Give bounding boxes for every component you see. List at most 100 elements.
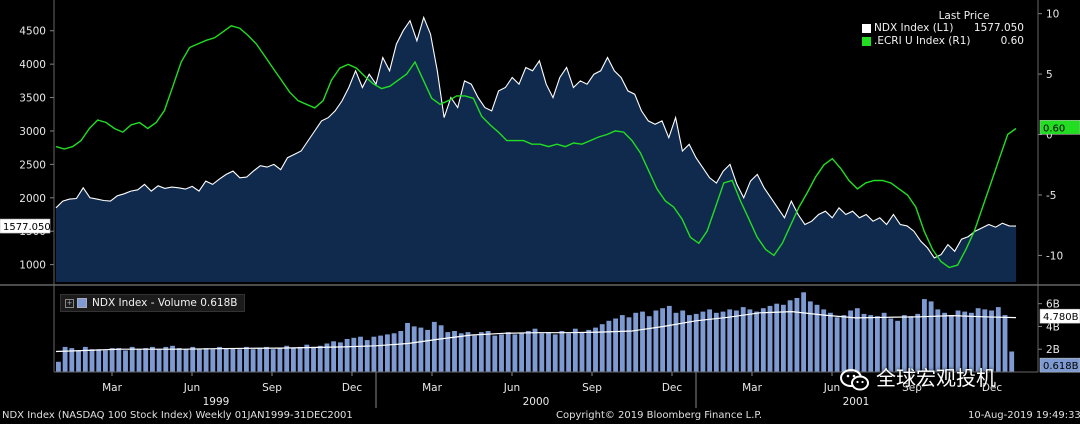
volume-bar — [566, 333, 572, 372]
x-axis: Mar Jun Sep Dec Mar Jun Sep Dec Mar Jun Sep Dec 1999… — [102, 372, 1002, 408]
volume-bar — [821, 309, 827, 372]
volume-bar — [633, 312, 639, 372]
footer-security: NDX Index (NASDAQ 100 Stock Index) Weekl… — [2, 410, 353, 421]
volume-bar — [740, 307, 746, 372]
volume-bar — [197, 349, 202, 372]
volume-bar — [794, 298, 800, 372]
volume-tick-label: 2B — [1046, 344, 1060, 356]
month-label: Dec — [662, 382, 683, 394]
watermark-text: 全球宏观投机 — [876, 366, 996, 390]
volume-bar — [962, 311, 968, 372]
volume-bar — [599, 324, 605, 372]
volume-bar — [364, 340, 370, 372]
legend-header: Last Price — [938, 10, 990, 22]
volume-bar — [445, 332, 451, 372]
volume-bar — [163, 346, 169, 372]
year-label: 1999 — [203, 396, 230, 408]
volume-bar — [767, 305, 773, 372]
year-label: 2001 — [843, 396, 870, 408]
ndx-last-badge-text: 1577.050 — [3, 222, 51, 233]
volume-bar — [331, 341, 337, 373]
year-label: 2000 — [523, 396, 550, 408]
volume-bar — [385, 334, 390, 372]
volume-bar — [465, 332, 471, 372]
month-label: Mar — [102, 382, 122, 394]
volume-bar — [311, 346, 316, 372]
footer-copyright: Copyright© 2019 Bloomberg Finance L.P. — [556, 410, 763, 421]
volume-bar — [317, 345, 323, 372]
volume-bar — [176, 348, 182, 372]
volume-bar — [881, 312, 887, 372]
volume-bar — [103, 350, 108, 372]
volume-bar — [338, 342, 343, 372]
volume-bar — [411, 326, 417, 372]
volume-bar — [948, 315, 954, 372]
month-label: Jun — [823, 382, 840, 394]
volume-bar — [619, 315, 625, 372]
volume-bar — [62, 346, 68, 372]
left-tick-label: 3500 — [19, 93, 46, 105]
volume-bar — [989, 310, 994, 372]
ndx-area — [56, 17, 1016, 283]
vol-ma-badge-text: 4.780B — [1043, 312, 1079, 323]
volume-bar — [210, 349, 216, 372]
volume-bar — [123, 350, 128, 372]
volume-bar — [754, 311, 760, 372]
left-tick-label: 2000 — [19, 193, 46, 205]
volume-bar — [687, 315, 692, 372]
volume-legend-label: NDX Index - Volume 0.618B — [92, 297, 238, 309]
volume-bar — [828, 312, 833, 372]
volume-bar — [982, 309, 988, 372]
volume-bar — [854, 308, 860, 372]
volume-bar — [69, 348, 75, 372]
volume-bar — [895, 320, 901, 373]
volume-bar — [405, 323, 410, 372]
volume-bar — [82, 346, 88, 372]
left-tick-label: 4000 — [19, 59, 46, 71]
volume-bar — [720, 311, 726, 372]
volume-bar — [928, 301, 934, 372]
volume-bar — [190, 346, 196, 372]
volume-bar — [1002, 315, 1008, 372]
volume-bar — [781, 304, 786, 372]
volume-bar — [264, 346, 269, 372]
volume-bar — [96, 349, 102, 372]
legend-name-ndx: NDX Index (L1) — [874, 22, 954, 34]
volume-bar — [727, 309, 733, 372]
volume-bar — [922, 299, 927, 372]
expand-icon[interactable]: + — [65, 298, 74, 308]
ndx-last-badge-box — [0, 218, 51, 234]
month-label: Mar — [742, 382, 762, 394]
left-tick-label: 2500 — [19, 159, 46, 171]
volume-bar — [324, 343, 330, 372]
volume-bar — [915, 313, 921, 372]
vol-last-badge-box — [1039, 357, 1080, 373]
volume-bar — [56, 361, 61, 373]
volume-bar — [660, 308, 666, 372]
volume-bar — [640, 311, 645, 372]
volume-bar — [673, 312, 679, 372]
volume-bar — [834, 317, 840, 372]
volume-bar — [485, 331, 491, 372]
volume-bar — [425, 329, 431, 372]
volume-bar — [183, 349, 189, 372]
month-label: Sep — [902, 382, 922, 394]
volume-legend: + NDX Index - Volume 0.618B — [60, 294, 245, 312]
volume-bar — [270, 349, 276, 372]
ecri-last-badge-text: 0.60 — [1043, 123, 1065, 134]
right-tick-label: 0 — [1046, 130, 1053, 142]
volume-bar — [807, 301, 813, 372]
volume-bar — [257, 348, 263, 372]
volume-bar — [700, 311, 706, 372]
volume-bar — [995, 307, 1001, 372]
volume-bar — [398, 331, 404, 372]
ecri-line — [55, 25, 1017, 269]
volume-bar — [170, 345, 175, 372]
left-tick-label: 4500 — [19, 26, 46, 38]
right-tick-label: -5 — [1046, 190, 1056, 202]
right-tick-label: 10 — [1046, 9, 1059, 21]
volume-bar — [519, 333, 525, 372]
volume-bar — [291, 348, 296, 372]
volume-bar — [237, 349, 243, 372]
